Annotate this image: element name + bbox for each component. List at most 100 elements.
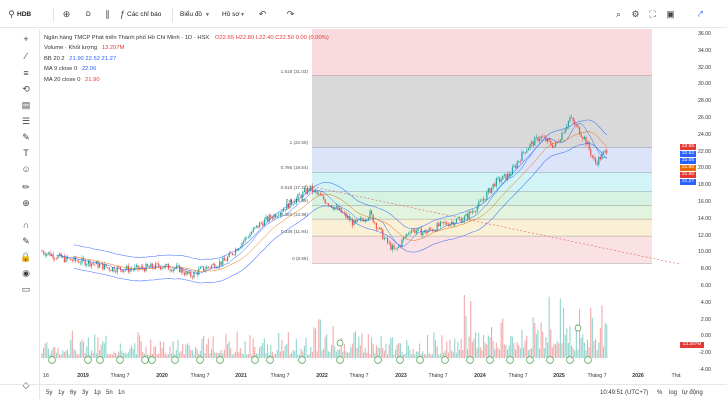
volume-bar	[367, 334, 369, 358]
volume-bar	[543, 348, 545, 358]
volume-bar	[43, 347, 45, 358]
zoom-in-icon[interactable]: ⊕	[22, 198, 30, 208]
volume-bar	[91, 350, 93, 358]
pitchfork-icon[interactable]: ⟲	[22, 84, 30, 94]
candle-body	[486, 192, 488, 200]
candle-body	[140, 266, 142, 269]
candle-body	[543, 137, 545, 138]
candle-body	[190, 271, 192, 277]
template-button[interactable]: Hồ sơ	[222, 11, 240, 18]
bar-style-icon[interactable]: ∥	[105, 9, 110, 19]
time-axis-label: Tháng 7	[508, 373, 528, 379]
range-button-5n[interactable]: 5n	[106, 390, 113, 396]
volume-bar	[52, 347, 54, 358]
range-button-5y[interactable]: 5y	[46, 390, 53, 396]
magnet-icon[interactable]: ∩	[22, 220, 30, 230]
lock-icon[interactable]: 🔒	[20, 252, 32, 262]
candle-body	[430, 228, 432, 230]
price-axis-label: 10.00	[698, 249, 711, 256]
lock-drawing-icon[interactable]: ✎	[22, 236, 30, 246]
add-symbol-icon[interactable]: ⊕	[62, 9, 71, 19]
volume-bar	[406, 340, 408, 358]
candle-body	[321, 195, 323, 196]
dividend-marker	[266, 356, 274, 364]
candle-body	[303, 189, 305, 193]
volume-bar	[335, 351, 337, 358]
candle-body	[379, 227, 381, 229]
indicators-icon[interactable]: ƒ	[119, 9, 125, 19]
search-icon[interactable]: ⚲	[8, 9, 15, 19]
percent-toggle[interactable]: %	[657, 390, 663, 396]
chevron-down-icon[interactable]: ▼	[205, 12, 210, 18]
range-button-1p[interactable]: 1p	[94, 390, 101, 396]
clock-time[interactable]: 10:49:51 (UTC+7)	[600, 390, 649, 396]
share-icon[interactable]: ⤤	[697, 9, 704, 19]
volume-bar	[68, 354, 70, 358]
log-toggle[interactable]: log	[669, 390, 678, 396]
trash-icon[interactable]: ▭	[21, 284, 31, 294]
volume-bar	[89, 354, 91, 358]
undo-icon[interactable]: ↶	[258, 9, 267, 19]
volume-bar	[292, 349, 294, 358]
candle-body	[251, 232, 253, 235]
range-button-3y[interactable]: 3y	[82, 390, 89, 396]
zoom-icon[interactable]: ⌕	[615, 9, 622, 19]
volume-bar	[199, 351, 201, 358]
fib-retracement-icon[interactable]: ▤	[21, 100, 31, 110]
bb-basis: 21.90	[69, 55, 84, 62]
volume-bar	[415, 351, 417, 358]
text-icon[interactable]: T	[23, 148, 29, 158]
trend-line-icon[interactable]: ∕	[25, 51, 27, 61]
volume-bar	[388, 344, 390, 358]
dividend-marker	[416, 356, 424, 364]
volume-bar	[247, 353, 249, 358]
candle-body	[459, 218, 461, 220]
range-button-1y[interactable]: 1y	[58, 390, 65, 396]
volume-bar	[103, 343, 105, 358]
layers-icon[interactable]: ◇	[22, 380, 30, 390]
chart-type-button[interactable]: Biểu đồ	[180, 11, 203, 18]
candle-body	[295, 198, 297, 204]
candle-body	[155, 263, 157, 269]
price-axis[interactable]: 36.00 34.00 32.00 30.00 28.00 26.00 24.00 22.00…	[680, 29, 727, 384]
volume-bar	[126, 353, 128, 358]
pattern-icon[interactable]: ☰	[21, 116, 31, 126]
candle-body	[431, 229, 433, 231]
candle-body	[105, 264, 107, 268]
ma9-line	[56, 123, 607, 274]
candle-body	[223, 257, 225, 261]
range-button-6y[interactable]: 6y	[70, 390, 77, 396]
fullscreen-icon[interactable]: ⛶	[649, 9, 656, 19]
auto-toggle[interactable]: tự động	[682, 390, 703, 396]
candle-body	[283, 209, 285, 212]
indicators-button[interactable]: Các chỉ báo	[127, 11, 162, 18]
volume-bar	[95, 353, 97, 358]
time-axis[interactable]: 16 2019 Tháng 7 2020 Tháng 7 2021 Tháng 7 2022 T…	[40, 370, 680, 382]
brush-icon[interactable]: ✎	[22, 132, 30, 142]
horizontal-lines-icon[interactable]: ≡	[23, 68, 29, 78]
emoji-icon[interactable]: ☺	[21, 164, 31, 174]
interval-button[interactable]: D	[86, 11, 91, 18]
gear-icon[interactable]: ⚙	[631, 9, 640, 19]
volume-bar	[483, 334, 485, 358]
camera-icon[interactable]: ▣	[666, 9, 675, 19]
eye-icon[interactable]: ◉	[22, 268, 30, 278]
volume-bar	[203, 335, 205, 358]
candle-body	[54, 258, 56, 260]
range-button-1n[interactable]: 1n	[118, 390, 125, 396]
ruler-icon[interactable]: ✏	[22, 182, 30, 192]
crosshair-icon[interactable]: +	[23, 34, 29, 44]
symbol-search[interactable]: HDB	[17, 11, 32, 18]
volume-bar	[78, 354, 80, 358]
candle-body	[327, 203, 329, 206]
volume-bar	[276, 350, 278, 358]
chevron-down-icon[interactable]: ▼	[240, 12, 245, 18]
price-chart[interactable]	[40, 29, 680, 370]
candle-body	[70, 258, 72, 261]
candle-body	[395, 248, 397, 250]
volume-bar	[449, 339, 451, 358]
dividend-marker	[298, 356, 306, 364]
candle-body	[334, 207, 336, 210]
redo-icon[interactable]: ↷	[286, 9, 295, 19]
candle-body	[572, 117, 574, 122]
